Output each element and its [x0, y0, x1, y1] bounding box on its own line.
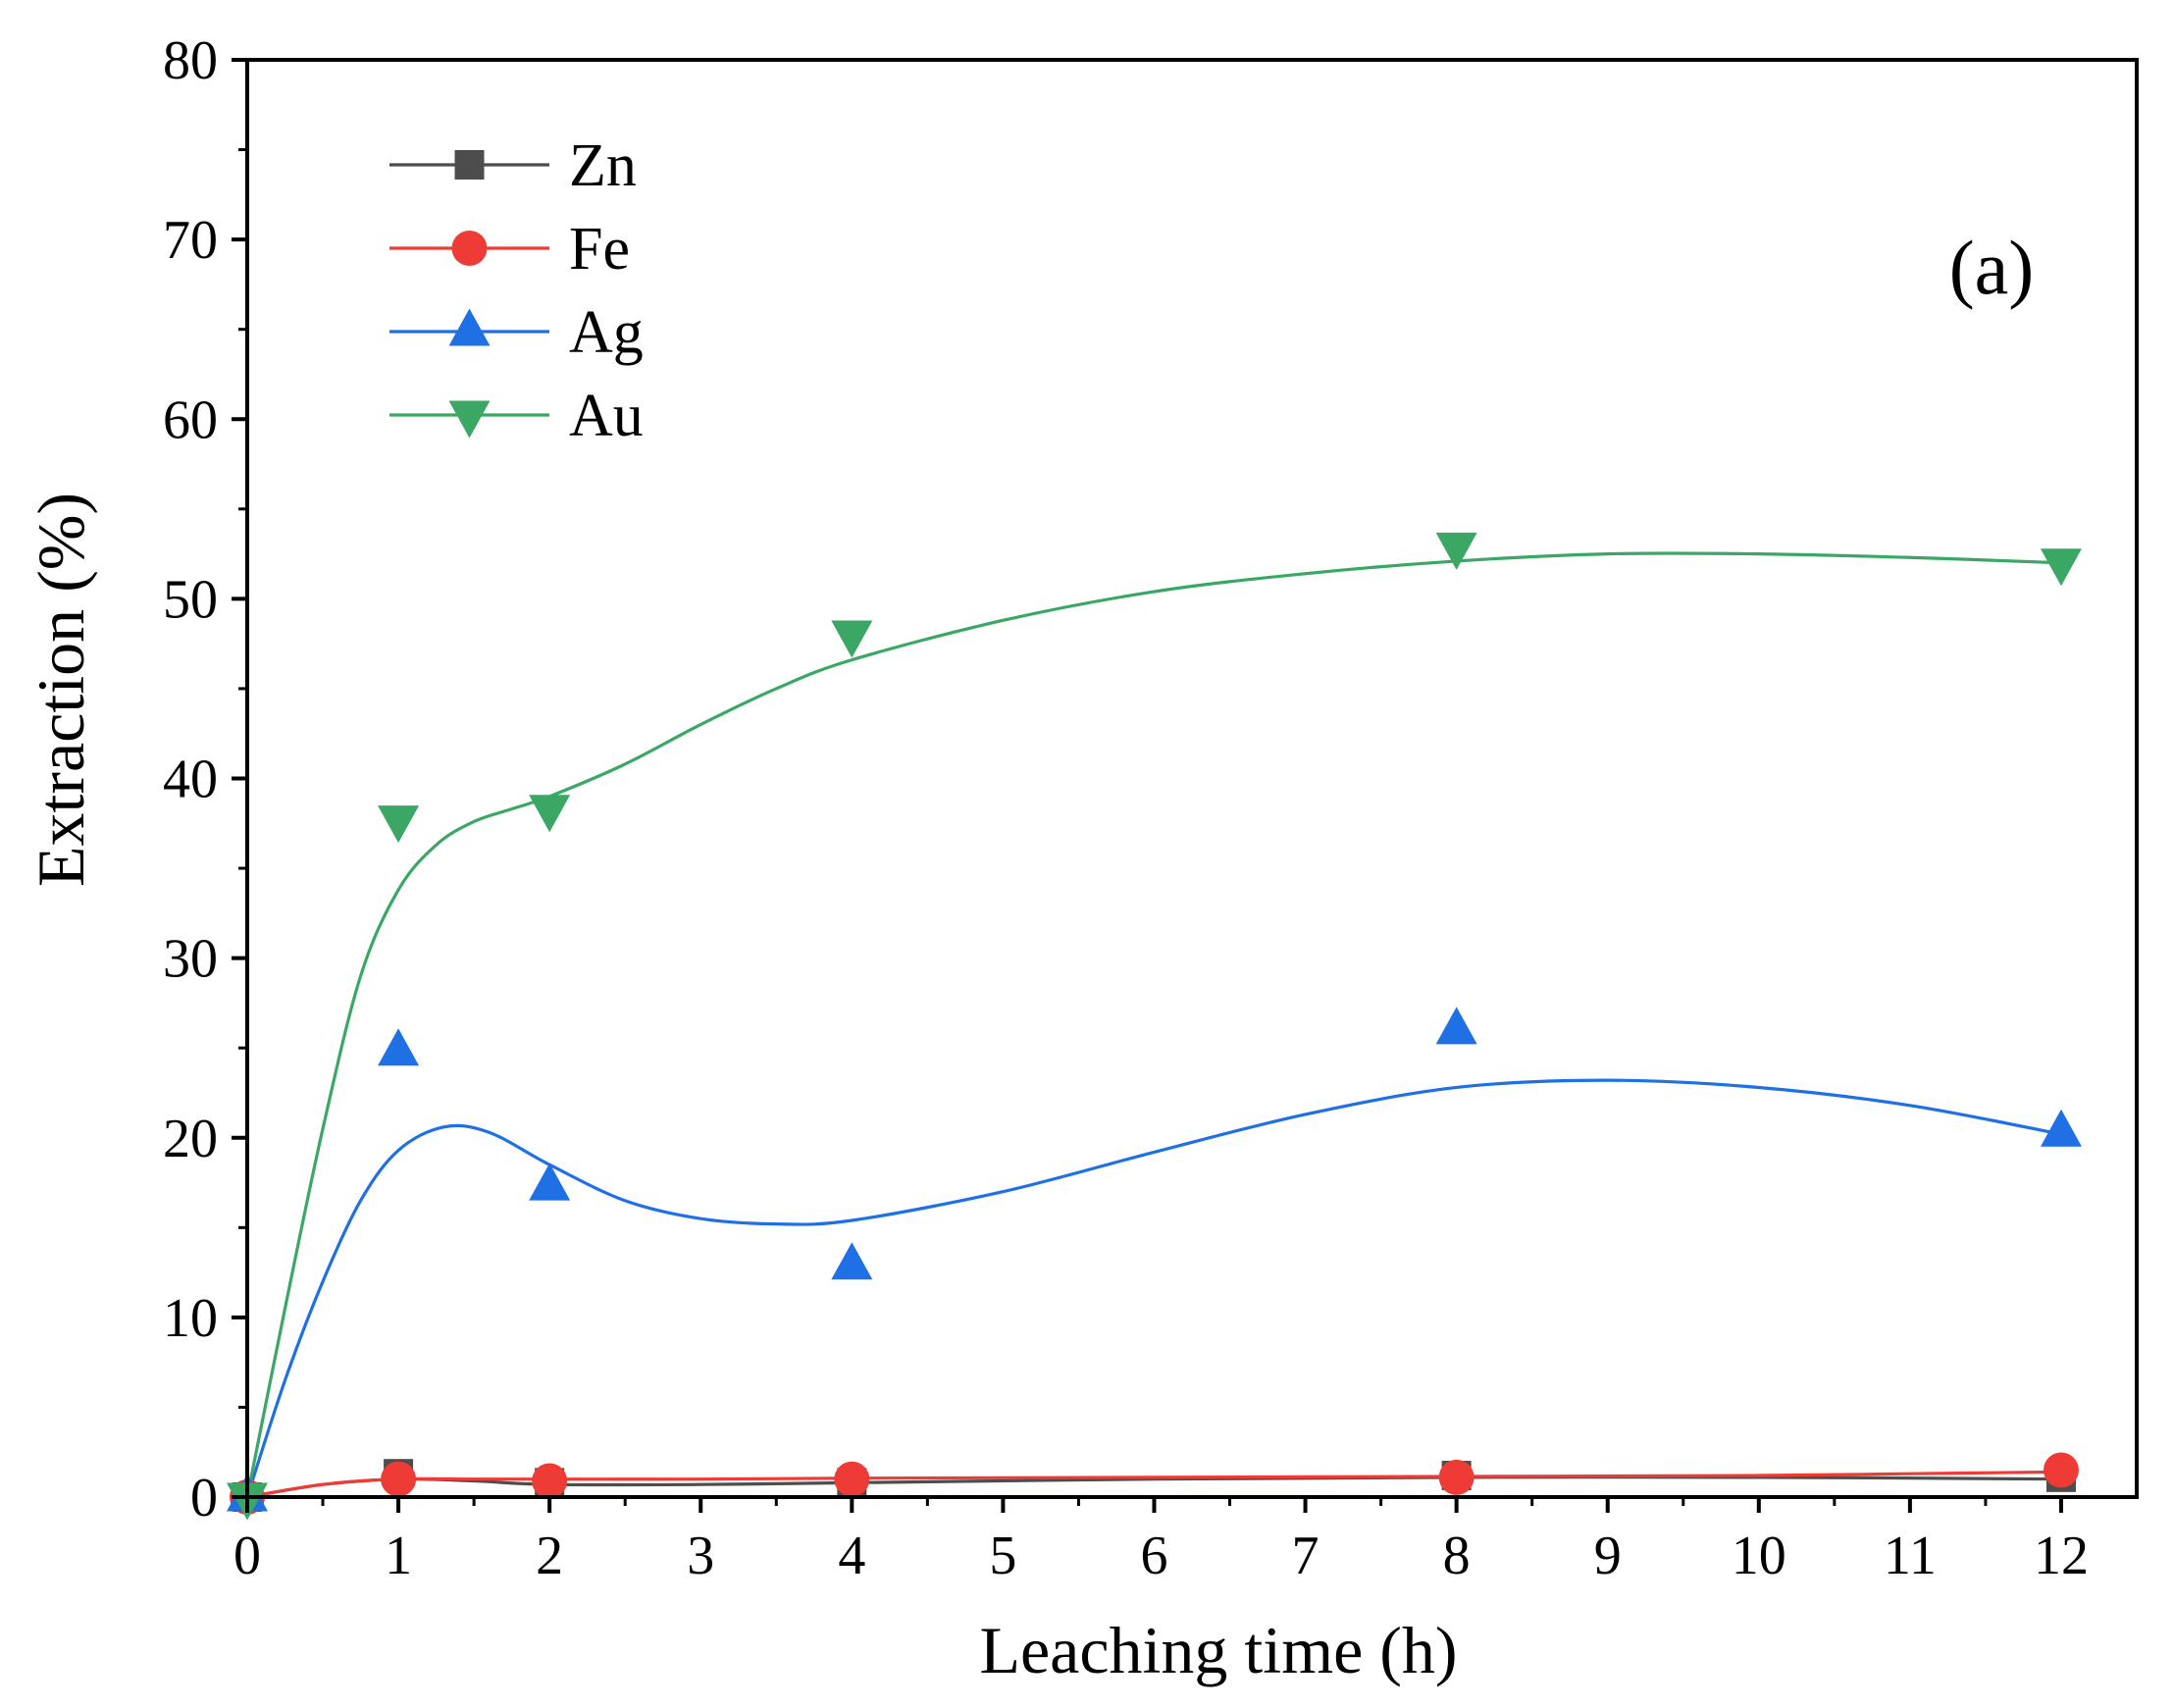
data-point-ag-1	[378, 1028, 420, 1066]
data-point-ag-4	[1435, 1007, 1477, 1045]
y-tick-label-8: 80	[163, 30, 218, 91]
legend-item-zn: Zn	[389, 132, 637, 199]
legend-marker-au	[448, 400, 491, 439]
data-point-au-2	[529, 795, 571, 833]
y-axis-label: Extraction (%)	[24, 492, 98, 887]
data-point-fe-3	[834, 1461, 870, 1497]
data-point-ag-5	[2040, 1109, 2082, 1147]
legend-item-ag: Ag	[389, 299, 644, 366]
legend: Zn Fe Ag Au	[389, 132, 644, 449]
panel-label: (a)	[1949, 225, 2035, 310]
y-tick-label-0: 0	[190, 1468, 218, 1528]
data-point-au-4	[1435, 532, 1477, 570]
plot-frame	[245, 58, 2139, 1499]
legend-marker-fe	[451, 231, 488, 266]
x-tick-label-9: 9	[1594, 1526, 1622, 1586]
x-axis-label: Leaching time (h)	[979, 1613, 1457, 1687]
data-point-au-1	[378, 805, 420, 844]
y-tick-label-1: 10	[163, 1288, 218, 1349]
data-point-ag-3	[831, 1242, 873, 1280]
series-line-ag	[245, 1078, 2062, 1498]
data-point-ag-2	[529, 1163, 571, 1201]
legend-label-au: Au	[569, 383, 644, 449]
series-line-fe	[246, 1470, 2061, 1499]
x-tick-label-3: 3	[687, 1526, 714, 1586]
y-tick-label-6: 60	[163, 389, 218, 450]
y-tick-label-7: 70	[163, 210, 218, 271]
x-tick-label-2: 2	[536, 1526, 563, 1586]
legend-item-au: Au	[389, 383, 644, 449]
plot-layer	[227, 532, 2082, 1521]
x-tick-label-11: 11	[1884, 1526, 1937, 1586]
x-tick-label-6: 6	[1140, 1526, 1167, 1586]
data-point-fe-4	[1438, 1459, 1475, 1495]
data-point-fe-5	[2043, 1452, 2079, 1488]
x-tick-label-12: 12	[2034, 1526, 2089, 1586]
data-point-fe-2	[532, 1463, 568, 1499]
x-tick-label-1: 1	[385, 1526, 412, 1586]
x-tick-label-0: 0	[233, 1526, 261, 1586]
legend-marker-zn	[454, 150, 485, 180]
y-tick-label-5: 50	[163, 569, 218, 630]
x-tick-label-7: 7	[1292, 1526, 1320, 1586]
x-tick-label-8: 8	[1443, 1526, 1471, 1586]
x-tick-label-4: 4	[838, 1526, 865, 1586]
legend-label-zn: Zn	[569, 132, 637, 199]
data-point-au-3	[831, 620, 873, 658]
y-tick-label-2: 20	[163, 1109, 218, 1169]
x-tick-label-5: 5	[989, 1526, 1016, 1586]
y-tick-label-4: 40	[163, 750, 218, 810]
legend-item-fe: Fe	[389, 216, 630, 283]
legend-label-fe: Fe	[569, 216, 630, 283]
series-line-au	[245, 551, 2062, 1498]
legend-label-ag: Ag	[569, 299, 644, 366]
data-point-fe-1	[381, 1461, 417, 1497]
x-tick-label-10: 10	[1732, 1526, 1786, 1586]
data-point-au-5	[2040, 548, 2082, 587]
y-tick-label-3: 30	[163, 929, 218, 990]
legend-marker-ag	[448, 308, 491, 346]
